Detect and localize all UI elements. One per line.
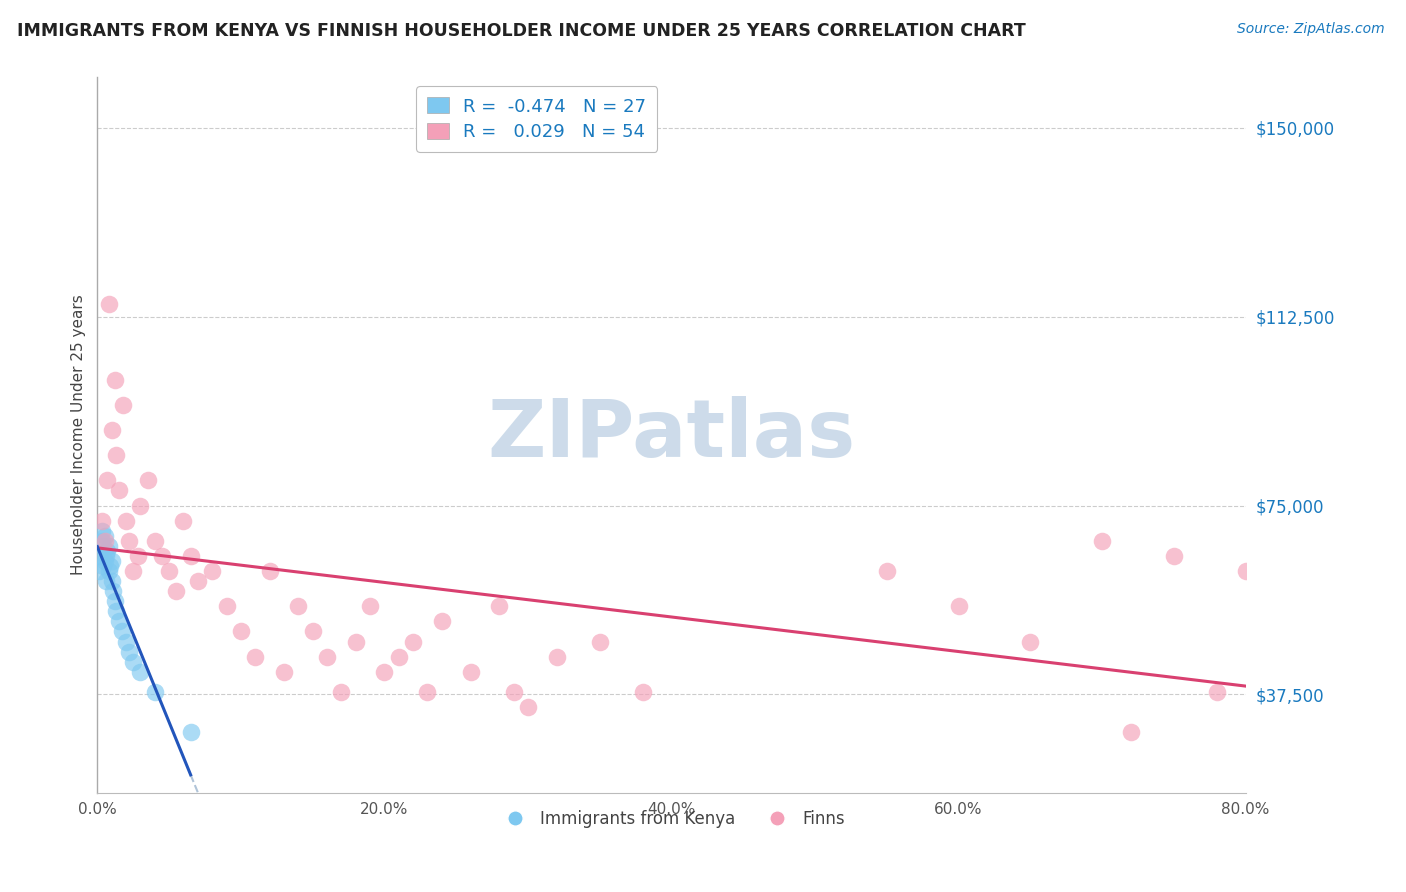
Point — [876, 564, 898, 578]
Point — [259, 564, 281, 578]
Point — [502, 685, 524, 699]
Point — [1163, 549, 1185, 563]
Point — [430, 615, 453, 629]
Point — [97, 297, 120, 311]
Point — [1206, 685, 1229, 699]
Point — [201, 564, 224, 578]
Point — [112, 398, 135, 412]
Point — [129, 665, 152, 679]
Point — [172, 514, 194, 528]
Point — [115, 634, 138, 648]
Point — [1119, 725, 1142, 739]
Point — [91, 539, 114, 553]
Point — [460, 665, 482, 679]
Point — [948, 599, 970, 614]
Point — [388, 649, 411, 664]
Point — [143, 533, 166, 548]
Point — [215, 599, 238, 614]
Legend: Immigrants from Kenya, Finns: Immigrants from Kenya, Finns — [492, 803, 851, 834]
Point — [273, 665, 295, 679]
Point — [287, 599, 309, 614]
Point — [517, 700, 540, 714]
Y-axis label: Householder Income Under 25 years: Householder Income Under 25 years — [72, 294, 86, 575]
Point — [157, 564, 180, 578]
Point — [165, 584, 187, 599]
Point — [97, 539, 120, 553]
Text: Source: ZipAtlas.com: Source: ZipAtlas.com — [1237, 22, 1385, 37]
Point — [245, 649, 267, 664]
Point — [89, 549, 111, 563]
Point — [103, 373, 125, 387]
Point — [546, 649, 568, 664]
Point — [115, 514, 138, 528]
Point — [105, 604, 128, 618]
Point — [1019, 634, 1042, 648]
Point — [187, 574, 209, 588]
Point — [96, 474, 118, 488]
Point — [402, 634, 425, 648]
Point — [118, 533, 141, 548]
Point — [97, 564, 120, 578]
Point — [105, 448, 128, 462]
Point — [143, 685, 166, 699]
Point — [359, 599, 381, 614]
Point — [330, 685, 353, 699]
Point — [93, 554, 115, 568]
Point — [90, 514, 112, 528]
Point — [631, 685, 654, 699]
Point — [100, 554, 122, 568]
Point — [94, 574, 117, 588]
Point — [90, 533, 112, 548]
Point — [122, 655, 145, 669]
Point — [90, 524, 112, 538]
Point — [91, 559, 114, 574]
Point — [100, 423, 122, 437]
Point — [589, 634, 612, 648]
Point — [301, 624, 323, 639]
Point — [101, 584, 124, 599]
Point — [488, 599, 510, 614]
Point — [416, 685, 439, 699]
Point — [122, 564, 145, 578]
Point — [93, 529, 115, 543]
Point — [229, 624, 252, 639]
Text: IMMIGRANTS FROM KENYA VS FINNISH HOUSEHOLDER INCOME UNDER 25 YEARS CORRELATION C: IMMIGRANTS FROM KENYA VS FINNISH HOUSEHO… — [17, 22, 1025, 40]
Point — [96, 544, 118, 558]
Point — [1234, 564, 1257, 578]
Point — [87, 564, 110, 578]
Point — [94, 549, 117, 563]
Point — [98, 559, 121, 574]
Point — [93, 533, 115, 548]
Point — [373, 665, 395, 679]
Point — [108, 615, 131, 629]
Point — [180, 725, 202, 739]
Point — [111, 624, 134, 639]
Point — [180, 549, 202, 563]
Point — [136, 474, 159, 488]
Point — [108, 483, 131, 498]
Point — [1091, 533, 1114, 548]
Text: ZIPatlas: ZIPatlas — [488, 396, 856, 474]
Point — [103, 594, 125, 608]
Point — [118, 645, 141, 659]
Point — [316, 649, 339, 664]
Point — [100, 574, 122, 588]
Point — [127, 549, 149, 563]
Point — [344, 634, 367, 648]
Point — [150, 549, 173, 563]
Point — [129, 499, 152, 513]
